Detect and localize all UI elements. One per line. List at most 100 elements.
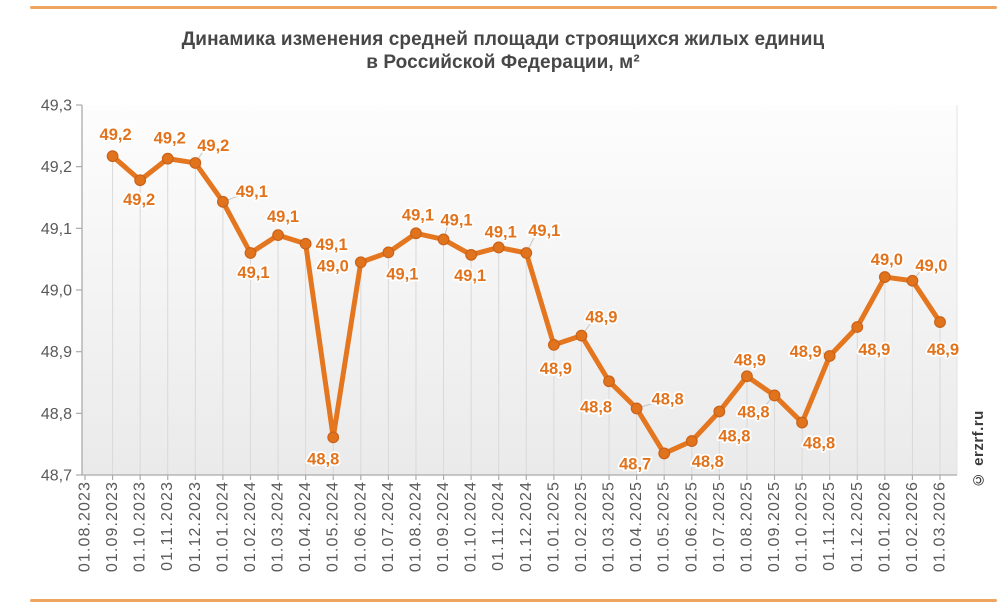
x-tick-label: 01.01.2024 (214, 481, 231, 572)
data-label: 49,1 (237, 264, 269, 282)
x-tick-label: 01.06.2024 (352, 481, 369, 572)
data-point (547, 338, 560, 351)
x-tick-label: 01.04.2025 (628, 481, 645, 572)
x-tick-label: 01.09.2023 (104, 481, 121, 572)
x-tick-label: 01.03.2024 (270, 481, 287, 572)
x-tick-label: 01.08.2023 (77, 481, 94, 572)
x-axis-labels: 01.08.2023 01.09.2023 01.10.2023 01.11.2023… (77, 481, 949, 572)
x-tick-label: 01.07.2025 (711, 481, 728, 572)
data-label: 49,0 (317, 257, 349, 275)
data-point (354, 256, 367, 269)
data-label: 49,2 (100, 126, 132, 144)
data-label: 49,1 (236, 183, 268, 201)
x-tick-label: 01.05.2024 (325, 481, 342, 572)
x-tick-label: 01.12.2023 (187, 481, 204, 572)
data-label: 49,1 (440, 211, 472, 229)
data-point (410, 227, 422, 240)
x-tick-label: 01.08.2025 (738, 481, 755, 572)
data-label: 49,2 (123, 191, 155, 209)
data-label: 48,8 (580, 398, 612, 416)
y-tick-label: 49,1 (41, 221, 72, 238)
data-point (465, 248, 478, 261)
data-label: 48,9 (585, 309, 617, 327)
data-point (492, 241, 505, 254)
data-point (106, 150, 119, 163)
x-tick-label: 01.11.2024 (490, 481, 507, 571)
data-label: 49,1 (528, 222, 560, 240)
data-point (189, 157, 202, 169)
x-tick-label: 01.10.2025 (794, 481, 811, 572)
x-tick-label: 01.01.2026 (876, 481, 893, 572)
x-tick-label: 01.10.2023 (132, 481, 149, 572)
data-label: 48,8 (803, 435, 835, 453)
data-point (630, 402, 643, 415)
data-label: 48,8 (307, 450, 339, 468)
x-tick-label: 01.11.2025 (821, 481, 838, 571)
x-tick-label: 01.10.2024 (463, 481, 480, 572)
x-tick-label: 01.01.2025 (545, 481, 562, 572)
data-point (741, 370, 753, 383)
data-point (878, 271, 891, 283)
data-label: 49,1 (485, 223, 517, 241)
x-tick-label: 01.02.2026 (904, 481, 921, 572)
watermark-source: © erzrf.ru (970, 410, 987, 488)
data-label: 49,1 (402, 206, 434, 224)
x-tick-label: 01.04.2024 (297, 481, 314, 572)
data-label: 48,9 (734, 351, 766, 369)
data-point (906, 274, 919, 287)
x-tick-label: 01.03.2026 (932, 481, 949, 572)
x-tick-label: 01.09.2025 (766, 481, 783, 572)
data-label: 49,1 (267, 208, 299, 226)
x-tick-label: 01.08.2024 (407, 481, 424, 572)
data-label: 49,0 (871, 251, 903, 269)
data-labels: 49,2 49,2 49,2 49,2 49,1 49,1 49,1 49,1 48,8 49,0… (98, 124, 961, 475)
data-label: 49,1 (386, 265, 418, 283)
data-label: 48,9 (927, 341, 959, 359)
top-accent-rule (30, 6, 997, 9)
data-point (161, 152, 174, 165)
data-label: 48,8 (718, 427, 750, 445)
data-label: 48,8 (737, 403, 769, 421)
plot-background (82, 105, 957, 475)
chart-title-line-2: в Российской Федерации, м² (366, 52, 640, 73)
plot-area (82, 105, 958, 475)
data-label: 48,9 (858, 341, 890, 359)
data-point (327, 431, 340, 444)
y-tick-label: 48,9 (41, 344, 72, 361)
y-tick-label: 48,8 (41, 406, 72, 423)
data-points (106, 150, 946, 460)
y-tick-label: 49,0 (41, 283, 72, 300)
data-point (575, 329, 588, 342)
x-tick-label: 01.06.2025 (683, 481, 700, 572)
data-point (382, 246, 395, 259)
data-point (272, 229, 284, 242)
data-point (603, 375, 615, 388)
data-point (520, 247, 533, 259)
data-point (658, 447, 671, 460)
data-label: 48,9 (790, 343, 822, 361)
x-tick-label: 01.05.2025 (656, 481, 673, 572)
x-tick-label: 01.02.2024 (242, 481, 259, 572)
data-label: 49,0 (915, 257, 947, 275)
data-point (217, 195, 229, 208)
x-tick-label: 01.11.2023 (159, 481, 176, 571)
y-tick-label: 49,2 (41, 159, 72, 176)
data-point (713, 405, 726, 418)
x-tick-label: 01.02.2025 (573, 481, 590, 572)
data-point (134, 174, 147, 187)
data-label: 48,9 (540, 360, 572, 378)
x-tick-label: 01.03.2025 (601, 481, 618, 572)
data-point (934, 316, 946, 328)
data-label: 48,8 (652, 390, 684, 408)
data-point (768, 389, 781, 402)
drop-lines (112, 156, 941, 475)
y-tick-label: 48,7 (41, 468, 72, 485)
data-point (299, 237, 312, 250)
data-point (851, 321, 864, 333)
x-tick-label: 01.07.2024 (380, 481, 397, 572)
y-axis-labels: 49,3 49,2 49,1 49,0 48,9 48,8 48,7 (41, 98, 72, 485)
data-point (796, 416, 808, 429)
data-label: 49,2 (197, 137, 229, 155)
data-label: 48,7 (619, 455, 651, 473)
data-label: 49,1 (316, 236, 348, 254)
